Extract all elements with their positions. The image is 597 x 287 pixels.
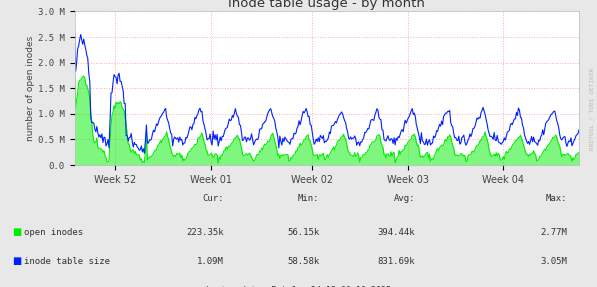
Text: inode table size: inode table size (24, 257, 110, 266)
Text: Max:: Max: (546, 194, 567, 203)
Text: Min:: Min: (298, 194, 319, 203)
Text: Avg:: Avg: (393, 194, 415, 203)
Text: 2.77M: 2.77M (540, 228, 567, 237)
Text: 58.58k: 58.58k (287, 257, 319, 266)
Text: Last update: Fri Jan 24 13:00:10 2025: Last update: Fri Jan 24 13:00:10 2025 (206, 286, 391, 287)
Text: Cur:: Cur: (202, 194, 224, 203)
Text: 3.05M: 3.05M (540, 257, 567, 266)
Text: 223.35k: 223.35k (186, 228, 224, 237)
Y-axis label: number of open inodes: number of open inodes (26, 36, 35, 141)
Text: open inodes: open inodes (24, 228, 83, 237)
Text: ■: ■ (12, 227, 21, 237)
Text: 394.44k: 394.44k (377, 228, 415, 237)
Text: 831.69k: 831.69k (377, 257, 415, 266)
Text: RRDTOOL / TOBI OETIKER: RRDTOOL / TOBI OETIKER (589, 68, 594, 150)
Text: ■: ■ (12, 256, 21, 266)
Title: Inode table usage - by month: Inode table usage - by month (229, 0, 425, 10)
Text: 1.09M: 1.09M (197, 257, 224, 266)
Text: 56.15k: 56.15k (287, 228, 319, 237)
